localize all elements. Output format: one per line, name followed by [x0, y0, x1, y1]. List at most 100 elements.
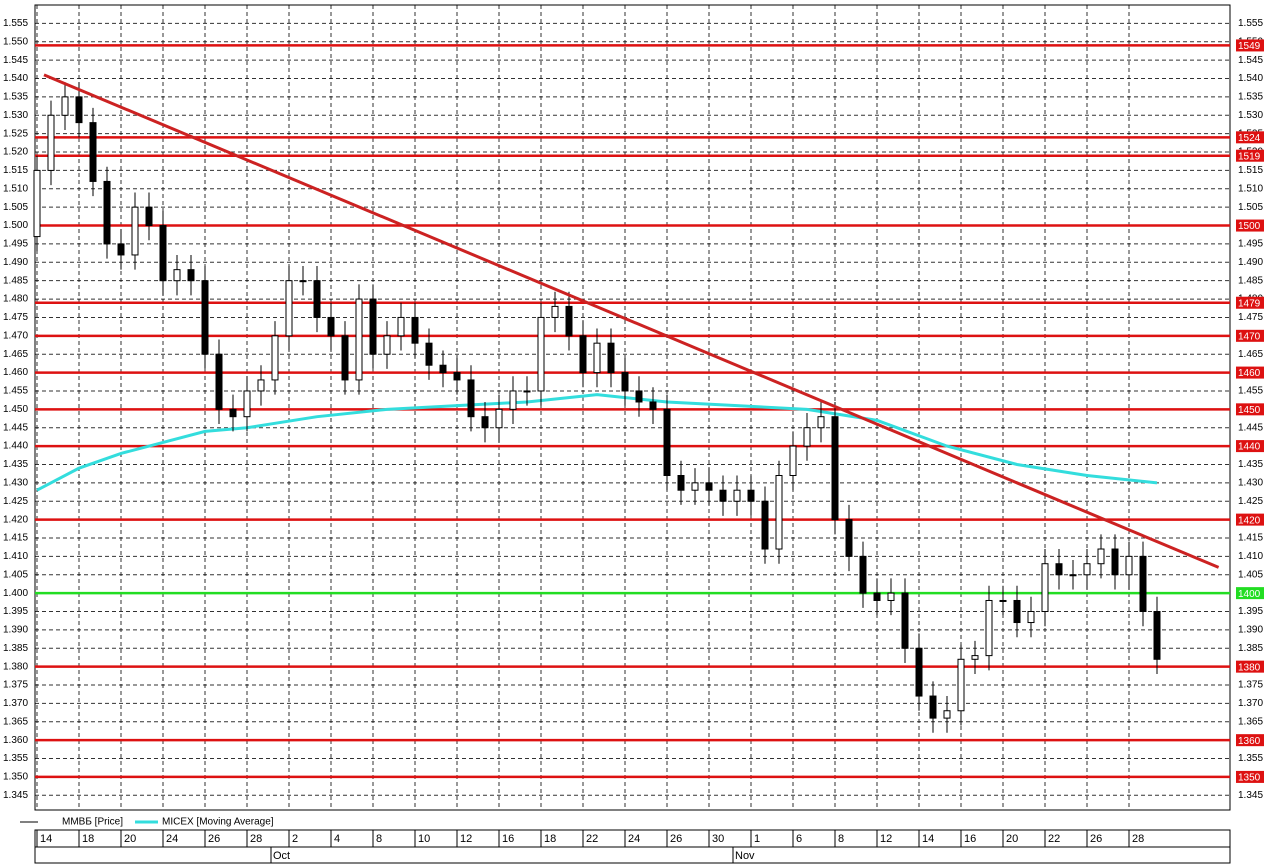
level-tag: [1236, 296, 1264, 309]
y-tick-label: 1.430: [3, 477, 28, 488]
candle-body: [929, 695, 937, 719]
candle-body: [565, 305, 573, 337]
level-tag: [1236, 660, 1264, 673]
x-tick-label: 18: [544, 833, 556, 845]
y-tick-label: 1.515: [3, 165, 28, 176]
candle-body: [579, 335, 587, 374]
y-tick-label: 1.480: [3, 294, 28, 305]
level-tag: [1236, 131, 1264, 144]
candle-body: [467, 379, 475, 418]
y-tick-label: 1.365: [3, 716, 28, 727]
x-tick-label: 16: [964, 833, 976, 845]
candle-body: [691, 482, 699, 491]
y-tick-label-right: 1.555: [1238, 18, 1263, 29]
y-tick-label: 1.450: [3, 404, 28, 415]
candle-body: [971, 655, 979, 660]
y-tick-label: 1.540: [3, 73, 28, 84]
candle-body: [1027, 611, 1035, 624]
y-tick-label: 1.410: [3, 551, 28, 562]
y-tick-label-right: 1.475: [1238, 312, 1263, 323]
y-tick-label-right: 1.345: [1238, 790, 1263, 801]
x-tick-label: 6: [796, 833, 802, 845]
candle-body: [215, 353, 223, 410]
level-tag: [1236, 39, 1264, 52]
candle-body: [943, 710, 951, 719]
level-tag: [1236, 440, 1264, 453]
x-tick-label: 24: [628, 833, 640, 845]
y-tick-label: 1.545: [3, 55, 28, 66]
candle-body: [747, 489, 755, 502]
y-tick-label: 1.405: [3, 569, 28, 580]
candle-body: [33, 169, 41, 238]
x-tick-label: 28: [250, 833, 262, 845]
y-tick-label: 1.470: [3, 330, 28, 341]
y-tick-label: 1.375: [3, 680, 28, 691]
candle-body: [831, 416, 839, 521]
x-tick-label: 22: [586, 833, 598, 845]
x-tick-label: 22: [1048, 833, 1060, 845]
y-tick-label: 1.345: [3, 790, 28, 801]
y-tick-label: 1.520: [3, 147, 28, 158]
y-tick-label: 1.525: [3, 128, 28, 139]
level-label: 1470: [1238, 331, 1261, 342]
level-label: 1440: [1238, 442, 1261, 453]
y-tick-label: 1.475: [3, 312, 28, 323]
level-label: 1524: [1238, 133, 1261, 144]
trend-line: [43, 73, 1220, 569]
x-tick-label: 20: [124, 833, 136, 845]
candle-body: [1153, 611, 1161, 660]
y-tick-label: 1.415: [3, 533, 28, 544]
level-tag: [1236, 149, 1264, 162]
candle-body: [509, 390, 517, 410]
y-tick-label: 1.465: [3, 349, 28, 360]
candle-body: [243, 390, 251, 418]
y-tick-label-right: 1.545: [1238, 55, 1263, 66]
candle-body: [523, 390, 531, 393]
candle-body: [1069, 574, 1077, 577]
candle-body: [117, 243, 125, 256]
candle-body: [761, 500, 769, 550]
candle-body: [649, 401, 657, 410]
candle-body: [285, 280, 293, 337]
level-label: 1479: [1238, 298, 1261, 309]
y-tick-label-right: 1.485: [1238, 275, 1263, 286]
level-label: 1460: [1238, 368, 1261, 379]
candle-body: [257, 379, 265, 392]
month-label: Oct: [273, 850, 290, 862]
candle-body: [397, 316, 405, 337]
y-tick-label-right: 1.515: [1238, 165, 1263, 176]
level-label: 1450: [1238, 405, 1261, 416]
y-tick-label-right: 1.385: [1238, 643, 1263, 654]
level-tag: [1236, 366, 1264, 379]
candle-body: [593, 342, 601, 374]
candle-body: [859, 555, 867, 594]
candle-body: [313, 280, 321, 318]
candle-body: [103, 180, 111, 245]
y-tick-label-right: 1.395: [1238, 606, 1263, 617]
candle-body: [663, 408, 671, 477]
candle-body: [299, 280, 307, 283]
level-label: 1500: [1238, 221, 1261, 232]
candle-body: [551, 305, 559, 318]
y-tick-label: 1.510: [3, 183, 28, 194]
y-tick-label-right: 1.535: [1238, 92, 1263, 103]
candle-body: [845, 519, 853, 557]
candle-body: [159, 225, 167, 282]
y-tick-label: 1.420: [3, 514, 28, 525]
candle-body: [411, 316, 419, 344]
candle-body: [1111, 548, 1119, 576]
y-tick-label: 1.445: [3, 422, 28, 433]
candle-body: [873, 592, 881, 601]
y-tick-label: 1.380: [3, 661, 28, 672]
candle-body: [201, 280, 209, 355]
candle-body: [803, 427, 811, 447]
y-tick-label: 1.425: [3, 496, 28, 507]
candle-body: [355, 298, 363, 381]
candle-body: [47, 114, 55, 171]
y-tick-label: 1.355: [3, 753, 28, 764]
x-tick-label: 30: [712, 833, 724, 845]
level-label: 1350: [1238, 773, 1261, 784]
candle-body: [1055, 563, 1063, 576]
y-tick-label: 1.535: [3, 92, 28, 103]
month-label: Nov: [735, 850, 755, 862]
